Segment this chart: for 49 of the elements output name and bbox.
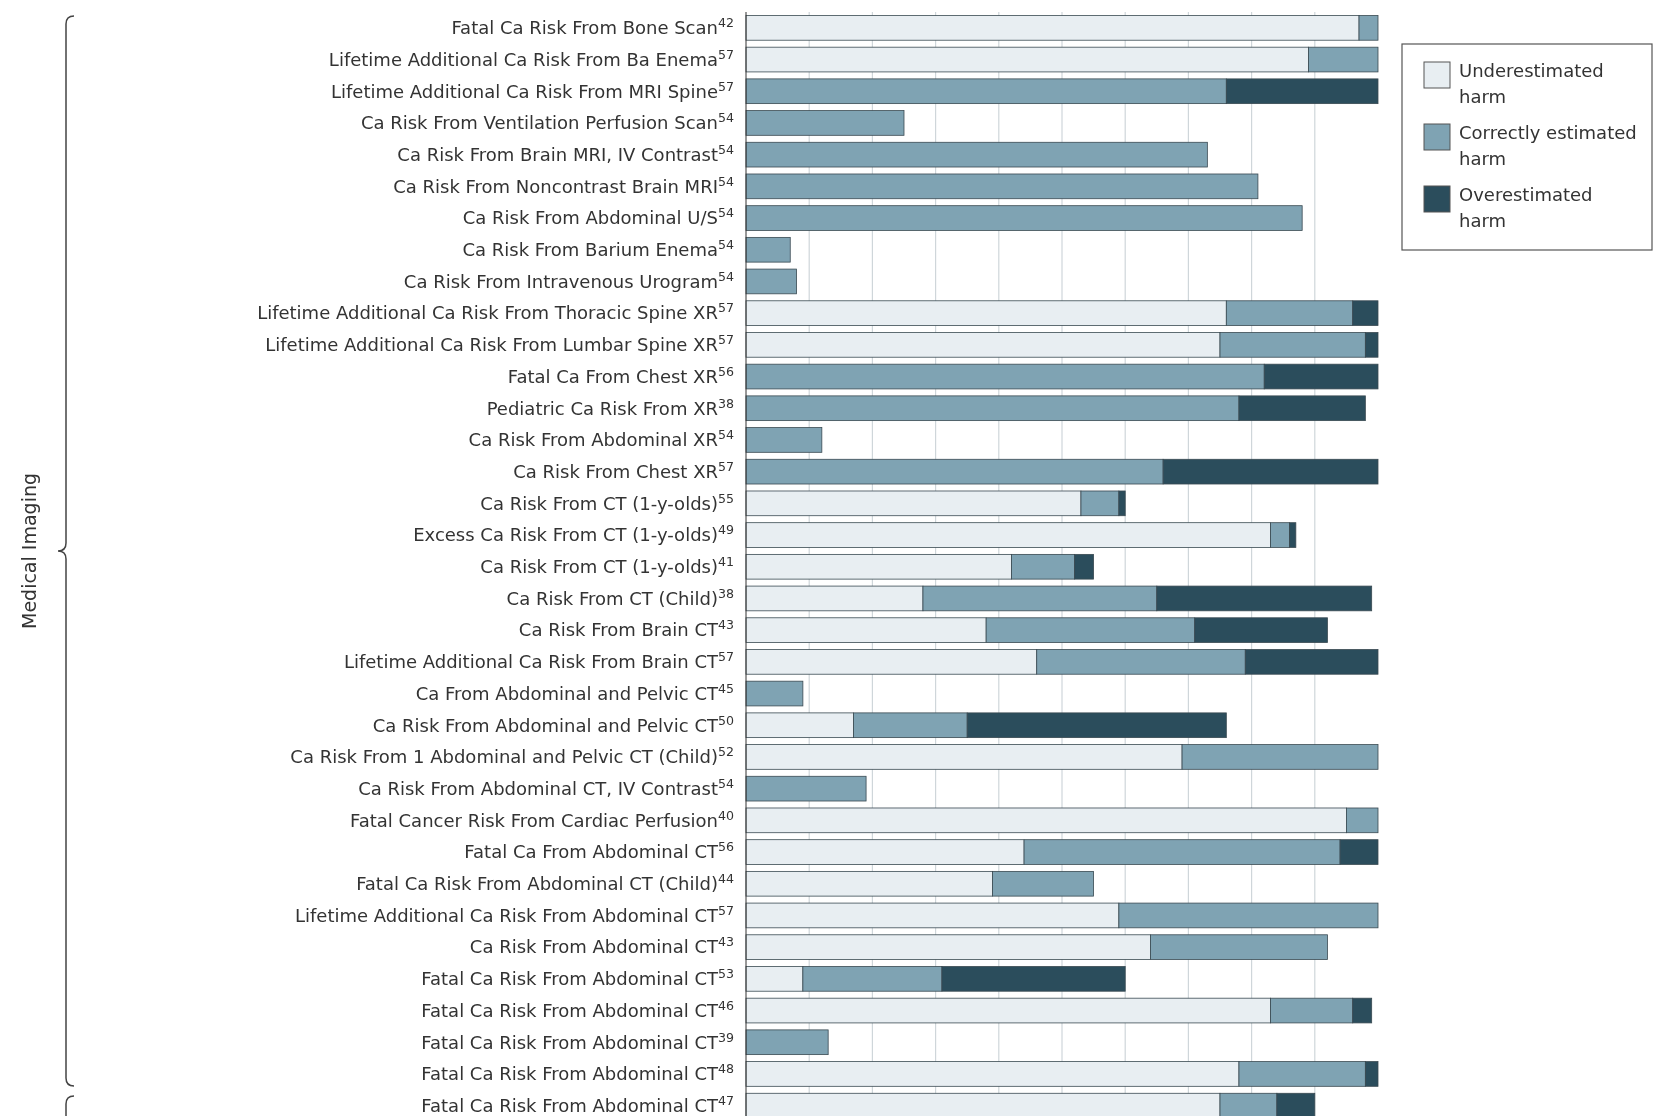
y-tick-label: Fatal Cancer Risk From Cardiac Perfusion$^{40}$ [349, 807, 734, 831]
bar [745, 268, 797, 295]
y-tick-label: Fatal Ca Risk From Abdominal CT (Child)$^{44}$ [356, 870, 734, 895]
y-tick-label: Ca Risk From Barium Enema$^{54}$ [462, 236, 734, 261]
y-tick-label: Ca Risk From CT (1-y-olds)$^{55}$ [480, 490, 734, 514]
y-tick-label: Lifetime Additional Ca Risk From Lumbar Spine XR$^{57}$ [265, 331, 734, 356]
y-tick-label: Ca Risk From Abdominal CT, IV Contrast$^{54}$ [358, 775, 734, 799]
y-tick-label: Lifetime Additional Ca Risk From Ba Enema$^{57}$ [328, 46, 734, 70]
bar [745, 680, 804, 707]
bar [745, 173, 1259, 200]
y-tick-label: Lifetime Additional Ca Risk From Thoracic Spine XR$^{57}$ [257, 299, 734, 324]
bar [745, 141, 1208, 168]
y-tick-label: Ca From Abdominal and Pelvic CT$^{45}$ [415, 680, 734, 704]
text: Medical Imaging [18, 472, 40, 630]
y-tick-label: Ca Risk From Brain CT$^{43}$ [518, 616, 734, 641]
bar [745, 775, 867, 802]
y-tick-label: Ca Risk From Abdominal and Pelvic CT$^{50}$ [372, 712, 734, 736]
y-tick-label: Fatal Ca Risk From Abdominal CT$^{46}$ [421, 997, 734, 1021]
legend-label: Overestimated harm [1459, 184, 1593, 231]
y-tick-label: Ca Risk From Abdominal XR$^{54}$ [468, 426, 734, 451]
y-tick-label: Fatal Ca Risk From Abdominal CT$^{53}$ [421, 965, 734, 990]
y-tick-label: Ca Risk From CT (1-y-olds)$^{41}$ [480, 553, 734, 578]
y-tick-label: Ca Risk From 1 Abdominal and Pelvic CT (Child)$^{52}$ [290, 743, 734, 768]
y-tick-label: Ca Risk From CT (Child)$^{38}$ [506, 585, 734, 609]
y-tick-label: Fatal Ca Risk From Abdominal CT$^{47}$ [421, 1092, 734, 1116]
bar [745, 110, 905, 136]
y-tick-label: Ca Risk From Brain MRI, IV Contrast$^{54}$ [397, 141, 734, 165]
y-tick-label: Fatal Ca From Chest XR$^{56}$ [507, 363, 734, 387]
legend-label: Underestimated harm [1459, 60, 1604, 107]
y-tick-label: Ca Risk From Chest XR$^{57}$ [513, 458, 734, 482]
y-tick-label: Excess Ca Risk From CT (1-y-olds)$^{49}$ [413, 521, 734, 546]
y-tick-label: Lifetime Additional Ca Risk From Abdominal CT$^{57}$ [294, 902, 734, 926]
y-tick-label: Fatal Ca Risk From Bone Scan$^{42}$ [451, 14, 734, 39]
y-tick-label: Ca Risk From Abdominal CT$^{43}$ [469, 933, 734, 958]
y-tick-label: Lifetime Additional Ca Risk From MRI Spine$^{57}$ [330, 78, 734, 102]
bar [745, 236, 791, 263]
y-tick-label: Fatal Ca Risk From Abdominal CT$^{39}$ [421, 1029, 734, 1053]
bar [745, 205, 1303, 231]
y-tick-label: Fatal Ca From Abdominal CT$^{56}$ [464, 838, 734, 863]
y-tick-label: Pediatric Ca Risk From XR$^{38}$ [486, 395, 734, 419]
y-tick-label: Lifetime Additional Ca Risk From Brain CT$^{57}$ [343, 648, 734, 673]
y-tick-label: Ca Risk From Intravenous Urogram$^{54}$ [403, 268, 734, 292]
legend-label: Correctly estimated harm [1459, 122, 1637, 169]
bar [745, 1029, 829, 1056]
y-tick-label: Fatal Ca Risk From Abdominal CT$^{48}$ [421, 1060, 734, 1085]
y-tick-label: Ca Risk From Ventilation Perfusion Scan$^{54}$ [360, 109, 734, 134]
bar [745, 427, 823, 453]
y-tick-label: Ca Risk From Abdominal U/S$^{54}$ [462, 204, 734, 229]
y-tick-label: Ca Risk From Noncontrast Brain MRI$^{54}$ [393, 173, 734, 197]
